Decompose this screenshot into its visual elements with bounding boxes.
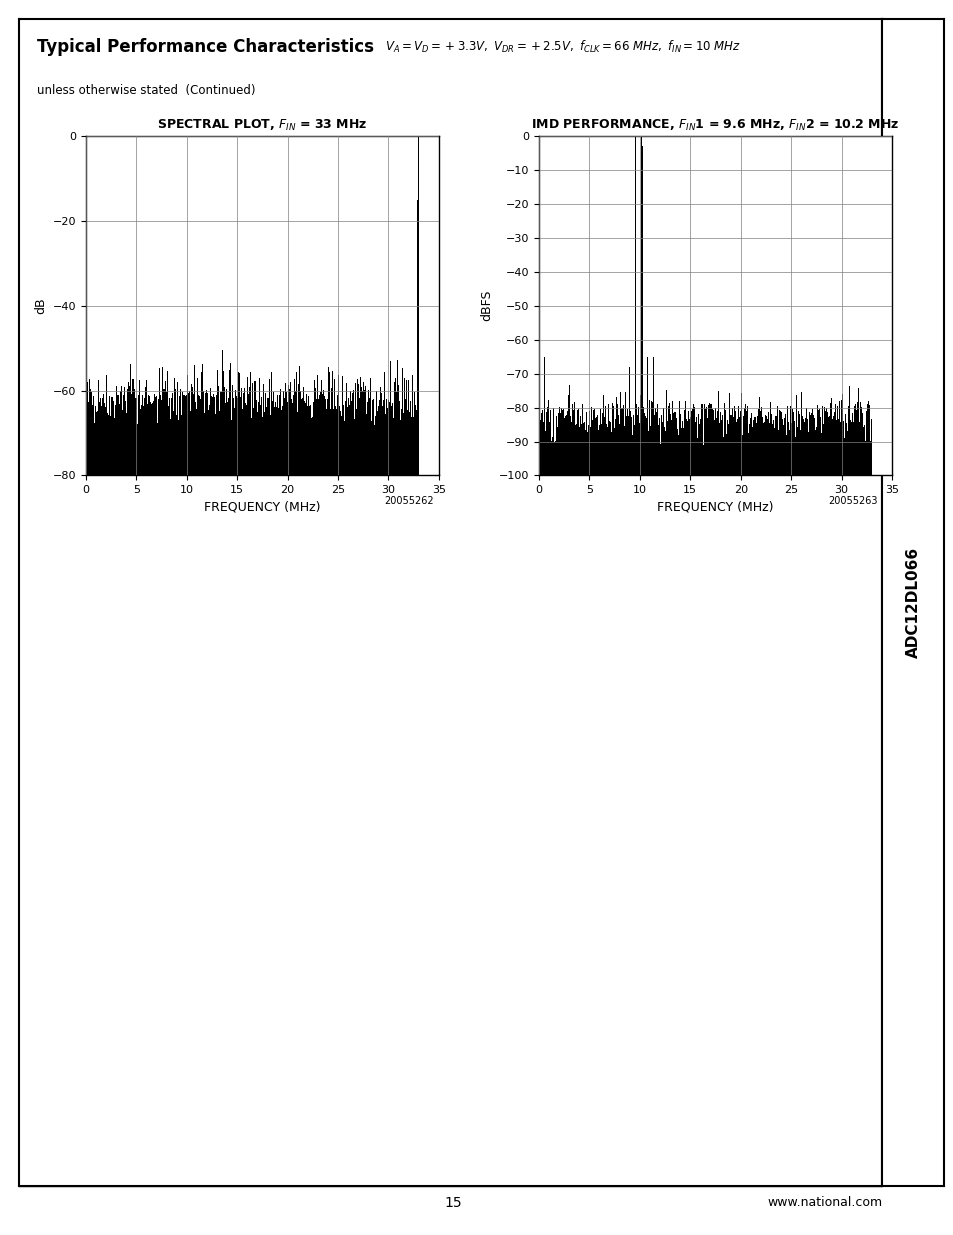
Text: $V_A = V_D = +3.3V,\ V_{DR} = +2.5V,\ f_{CLK} = 66\ MHz,\ f_{IN} = 10\ MHz$: $V_A = V_D = +3.3V,\ V_{DR} = +2.5V,\ f_…: [385, 40, 740, 56]
Text: www.national.com: www.national.com: [767, 1197, 882, 1209]
Text: 15: 15: [444, 1195, 461, 1210]
Text: ADC12DL066: ADC12DL066: [905, 547, 920, 657]
X-axis label: FREQUENCY (MHz): FREQUENCY (MHz): [204, 500, 320, 514]
Text: 20055263: 20055263: [827, 496, 877, 506]
X-axis label: FREQUENCY (MHz): FREQUENCY (MHz): [657, 500, 773, 514]
Title: SPECTRAL PLOT, $F_{IN}$ = 33 MHz: SPECTRAL PLOT, $F_{IN}$ = 33 MHz: [157, 117, 367, 133]
Y-axis label: dB: dB: [34, 298, 47, 314]
Text: Typical Performance Characteristics: Typical Performance Characteristics: [37, 38, 374, 56]
Text: unless otherwise stated  (Continued): unless otherwise stated (Continued): [37, 84, 255, 98]
Y-axis label: dBFS: dBFS: [480, 290, 493, 321]
Text: 20055262: 20055262: [384, 496, 434, 506]
Title: IMD PERFORMANCE, $F_{IN}$1 = 9.6 MHz, $F_{IN}$2 = 10.2 MHz: IMD PERFORMANCE, $F_{IN}$1 = 9.6 MHz, $F…: [531, 117, 899, 133]
